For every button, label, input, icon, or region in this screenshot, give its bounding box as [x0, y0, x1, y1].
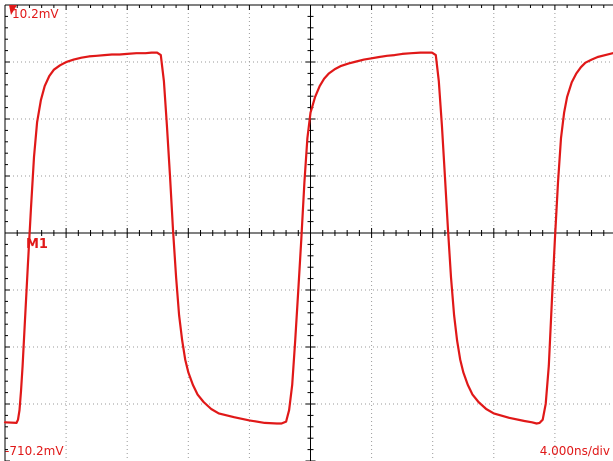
- top-left-voltage-label: 10.2mV: [12, 7, 59, 21]
- trace-m1: [3, 51, 613, 425]
- channel-marker-label: M1: [26, 237, 48, 252]
- timebase-label: 4.000ns/div: [540, 444, 610, 458]
- trigger-level-marker: [9, 5, 17, 15]
- trace-layer: [3, 51, 613, 425]
- bottom-left-voltage-label: -710.2mV: [5, 444, 64, 458]
- center-axes: [4, 4, 613, 461]
